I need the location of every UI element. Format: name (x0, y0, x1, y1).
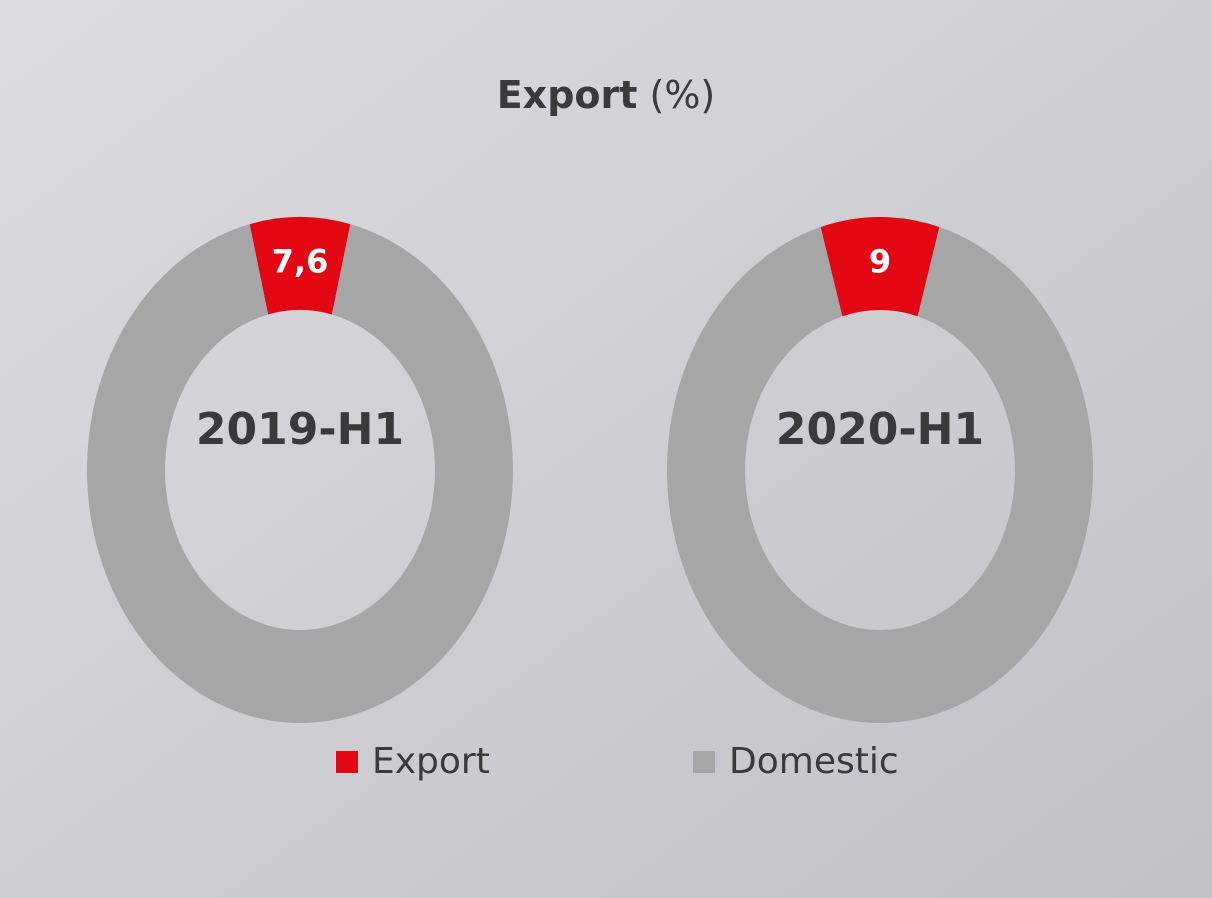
data-label: 7,6 (272, 243, 329, 281)
legend-swatch (336, 751, 358, 773)
center-label: 2020-H1 (776, 404, 984, 455)
donut-slice (87, 224, 514, 723)
legend-label: Domestic (729, 741, 899, 782)
plots: 7,6 2019-H1 9 2020-H1 (87, 216, 1093, 723)
legend-swatch (693, 751, 715, 773)
donut-slice (667, 227, 1093, 723)
donut-slice (249, 216, 351, 315)
title-main: Export (497, 73, 638, 117)
center-label: 2019-H1 (196, 404, 404, 455)
legend: Export Domestic (336, 741, 899, 782)
title-unit: (%) (650, 73, 716, 117)
donut-slice (820, 216, 940, 317)
legend-label: Export (372, 741, 490, 782)
chart-title: Export (%) (497, 73, 716, 117)
data-label: 9 (869, 243, 891, 281)
